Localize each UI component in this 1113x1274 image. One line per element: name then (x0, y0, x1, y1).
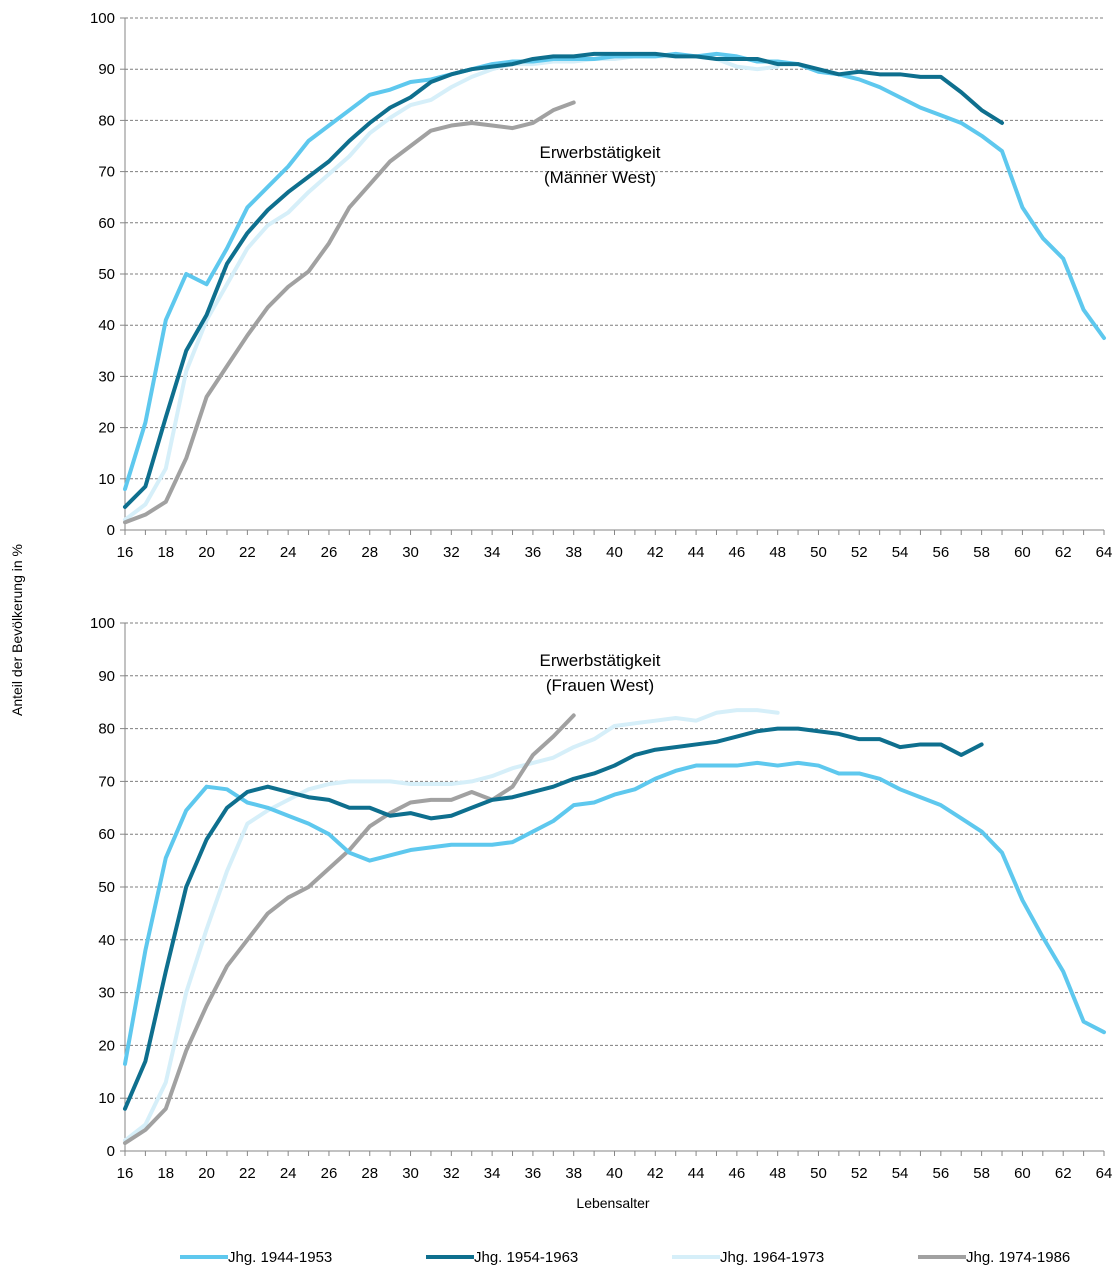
legend-label: Jhg. 1944-1953 (228, 1249, 332, 1266)
y-tick-label: 20 (98, 1037, 115, 1054)
y-tick-label: 0 (107, 522, 115, 539)
x-tick-label: 26 (321, 544, 338, 561)
y-tick-label: 30 (98, 985, 115, 1002)
x-tick-label: 24 (280, 544, 297, 561)
x-tick-label: 48 (769, 1165, 786, 1182)
x-tick-label: 40 (606, 544, 623, 561)
x-tick-label: 28 (361, 1165, 378, 1182)
x-tick-label: 58 (973, 544, 990, 561)
x-tick-label: 62 (1055, 1165, 1072, 1182)
x-tick-label: 30 (402, 544, 419, 561)
x-tick-label: 26 (321, 1165, 338, 1182)
x-tick-label: 32 (443, 1165, 460, 1182)
y-tick-label: 50 (98, 266, 115, 283)
x-tick-label: 56 (932, 1165, 949, 1182)
y-tick-label: 80 (98, 112, 115, 129)
series-line-1954-1963 (123, 726, 984, 1111)
y-tick-label: 40 (98, 932, 115, 949)
x-tick-label: 34 (484, 544, 501, 561)
y-tick-label: 60 (98, 826, 115, 843)
legend-label: Jhg. 1964-1973 (720, 1249, 824, 1266)
x-tick-label: 52 (851, 544, 868, 561)
x-tick-label: 50 (810, 1165, 827, 1182)
y-tick-label: 50 (98, 879, 115, 896)
x-tick-label: 46 (729, 544, 746, 561)
y-tick-label: 10 (98, 1090, 115, 1107)
x-tick-label: 60 (1014, 544, 1031, 561)
series-line-1944-1953 (123, 760, 1106, 1066)
x-tick-label: 18 (157, 544, 174, 561)
x-tick-label: 36 (525, 1165, 542, 1182)
x-tick-label: 52 (851, 1165, 868, 1182)
x-tick-label: 58 (973, 1165, 990, 1182)
x-tick-label: 38 (565, 1165, 582, 1182)
x-tick-label: 16 (117, 1165, 134, 1182)
series-line-1944-1953 (123, 51, 1106, 492)
y-tick-label: 70 (98, 164, 115, 181)
y-tick-label: 0 (107, 1143, 115, 1160)
series-line-1954-1963 (123, 51, 1005, 509)
y-tick-label: 20 (98, 420, 115, 437)
chart-annotation: (Männer West) (544, 168, 656, 187)
y-tick-label: 30 (98, 368, 115, 385)
y-tick-label: 40 (98, 317, 115, 334)
panel-frauen-west: 0 10 20 30 40 50 60 70 80 90 100 16 18 20 22 24 26 28 30 32… (90, 615, 1112, 1182)
y-tick-label: 100 (90, 615, 115, 632)
chart-annotation: Erwerbstätigkeit (540, 143, 661, 162)
x-tick-label: 24 (280, 1165, 297, 1182)
x-tick-label: 28 (361, 544, 378, 561)
series-line-1974-1986 (123, 100, 576, 525)
x-tick-label: 46 (729, 1165, 746, 1182)
panel-maenner-west: 0 10 20 30 40 50 60 70 80 90 100 16 18 20 22 24 26 28 30 32… (90, 10, 1112, 561)
x-tick-label: 40 (606, 1165, 623, 1182)
y-tick-label: 10 (98, 471, 115, 488)
x-tick-label: 16 (117, 544, 134, 561)
legend-label: Jhg. 1954-1963 (474, 1249, 578, 1266)
x-tick-label: 54 (892, 544, 909, 561)
x-tick-label: 38 (565, 544, 582, 561)
chart-annotation: Erwerbstätigkeit (540, 651, 661, 670)
x-tick-label: 32 (443, 544, 460, 561)
x-tick-label: 62 (1055, 544, 1072, 561)
x-axis-label: Lebensalter (576, 1195, 650, 1211)
x-tick-label: 44 (688, 1165, 705, 1182)
series-line-1964-1973 (123, 708, 780, 1143)
legend: Jhg. 1944-1953 Jhg. 1954-1963 Jhg. 1964-19… (180, 1249, 1070, 1266)
x-tick-label: 30 (402, 1165, 419, 1182)
x-tick-label: 22 (239, 1165, 256, 1182)
x-tick-label: 44 (688, 544, 705, 561)
x-tick-label: 50 (810, 544, 827, 561)
x-tick-label: 60 (1014, 1165, 1031, 1182)
y-tick-label: 100 (90, 10, 115, 27)
x-tick-label: 22 (239, 544, 256, 561)
y-tick-label: 90 (98, 668, 115, 685)
x-tick-label: 20 (198, 544, 215, 561)
x-tick-label: 48 (769, 544, 786, 561)
x-tick-label: 20 (198, 1165, 215, 1182)
x-tick-label: 36 (525, 544, 542, 561)
chart-annotation: (Frauen West) (546, 676, 654, 695)
x-tick-label: 18 (157, 1165, 174, 1182)
y-axis-label: Anteil der Bevölkerung in % (9, 544, 25, 716)
y-tick-label: 80 (98, 721, 115, 738)
x-tick-label: 54 (892, 1165, 909, 1182)
y-tick-label: 70 (98, 773, 115, 790)
x-tick-label: 64 (1096, 544, 1113, 561)
x-tick-label: 64 (1096, 1165, 1113, 1182)
x-tick-label: 34 (484, 1165, 501, 1182)
x-tick-label: 42 (647, 544, 664, 561)
x-tick-label: 56 (932, 544, 949, 561)
x-tick-label: 42 (647, 1165, 664, 1182)
legend-label: Jhg. 1974-1986 (966, 1249, 1070, 1266)
y-tick-label: 60 (98, 215, 115, 232)
y-tick-label: 90 (98, 61, 115, 78)
